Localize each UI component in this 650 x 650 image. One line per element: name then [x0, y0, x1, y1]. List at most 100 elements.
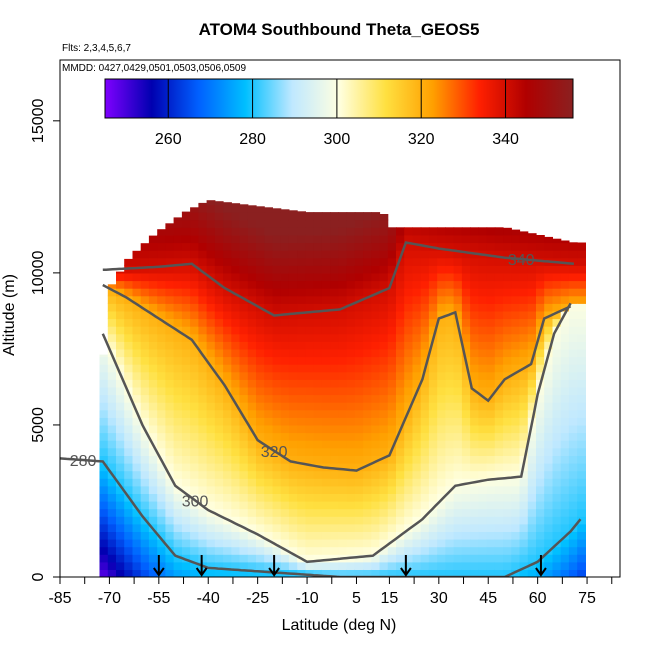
heatmap-cell [288, 470, 298, 479]
heatmap-cell [140, 501, 150, 510]
heatmap-cell [165, 318, 175, 327]
heatmap-cell [297, 310, 306, 320]
heatmap-cell [387, 318, 397, 327]
heatmap-cell [371, 333, 381, 342]
heatmap-cell [198, 202, 208, 205]
heatmap-cell [297, 531, 306, 540]
heatmap-cell [280, 478, 290, 487]
heatmap-cell [214, 523, 224, 532]
heatmap-cell [568, 326, 578, 335]
heatmap-cell [247, 212, 257, 221]
heatmap-cell [494, 318, 504, 327]
heatmap-cell [231, 265, 241, 274]
heatmap-cell [412, 501, 422, 510]
heatmap-cell [148, 447, 158, 456]
heatmap-cell [321, 554, 331, 563]
heatmap-cell [132, 424, 142, 434]
heatmap-cell [494, 386, 504, 396]
heatmap-cell [453, 310, 463, 320]
heatmap-cell [371, 371, 381, 380]
heatmap-cell [280, 295, 290, 304]
heatmap-cell [396, 348, 405, 358]
heatmap-cell [198, 409, 208, 418]
heatmap-cell [264, 227, 273, 236]
heatmap-cell [264, 455, 273, 464]
heatmap-cell [330, 455, 339, 464]
heatmap-cell [140, 447, 150, 456]
heatmap-cell [379, 250, 389, 259]
heatmap-cell [190, 440, 199, 449]
heatmap-cell [264, 219, 273, 228]
heatmap-cell [124, 470, 133, 479]
heatmap-cell [190, 288, 199, 297]
heatmap-cell [363, 516, 372, 525]
heatmap-cell [107, 455, 117, 464]
heatmap-cell [181, 508, 191, 517]
heatmap-cell [321, 447, 331, 456]
heatmap-cell [371, 364, 381, 373]
heatmap-cell [288, 242, 298, 251]
heatmap-cell [231, 417, 241, 426]
heatmap-cell [297, 424, 306, 434]
heatmap-cell [305, 242, 315, 251]
heatmap-cell [116, 508, 125, 517]
heatmap-cell [313, 234, 323, 244]
heatmap-cell [247, 303, 257, 312]
heatmap-cell [536, 455, 545, 464]
heatmap-cell [577, 356, 586, 365]
heatmap-cell [280, 493, 290, 502]
heatmap-cell [148, 333, 158, 342]
heatmap-cell [214, 424, 224, 434]
heatmap-cell [568, 242, 578, 251]
heatmap-cell [437, 432, 446, 441]
heatmap-cell [321, 485, 331, 494]
heatmap-cell [437, 272, 446, 282]
heatmap-cell [568, 265, 578, 274]
heatmap-cell [461, 463, 471, 472]
heatmap-cell [206, 318, 216, 327]
heatmap-cell [190, 371, 199, 380]
heatmap-cell [552, 341, 562, 350]
heatmap-cell [478, 554, 488, 563]
heatmap-cell [264, 447, 273, 456]
heatmap-cell [206, 341, 216, 350]
heatmap-cell [552, 478, 562, 487]
heatmap-cell [511, 310, 521, 320]
heatmap-cell [354, 569, 364, 577]
heatmap-cell [412, 493, 422, 502]
heatmap-cell [338, 356, 348, 365]
heatmap-cell [140, 295, 150, 304]
heatmap-cell [511, 371, 521, 380]
heatmap-cell [231, 204, 241, 213]
heatmap-cell [124, 333, 133, 342]
heatmap-cell [223, 447, 232, 456]
heatmap-cell [313, 447, 323, 456]
heatmap-cell [148, 402, 158, 411]
heatmap-cell [124, 348, 133, 358]
heatmap-cell [157, 447, 166, 456]
heatmap-cell [173, 447, 183, 456]
heatmap-cell [363, 554, 372, 563]
heatmap-cell [247, 463, 257, 472]
heatmap-cell [239, 447, 249, 456]
colorbar-tick-label: 260 [155, 131, 182, 148]
heatmap-cell [330, 478, 339, 487]
heatmap-cell [206, 539, 216, 548]
heatmap-cell [297, 546, 306, 555]
heatmap-cell [305, 409, 315, 418]
heatmap-cell [486, 257, 496, 266]
heatmap-cell [256, 333, 265, 342]
heatmap-cell [503, 288, 512, 297]
heatmap-cell [437, 569, 446, 577]
heatmap-cell [453, 348, 463, 358]
heatmap-cell [486, 569, 496, 577]
heatmap-cell [445, 341, 455, 350]
heatmap-cell [461, 379, 471, 388]
heatmap-cell [247, 546, 257, 555]
heatmap-cell [519, 272, 529, 282]
heatmap-cell [239, 501, 249, 510]
heatmap-cell [470, 554, 479, 563]
heatmap-cell [124, 531, 133, 540]
heatmap-cell [338, 250, 348, 259]
heatmap-cell [437, 288, 446, 297]
